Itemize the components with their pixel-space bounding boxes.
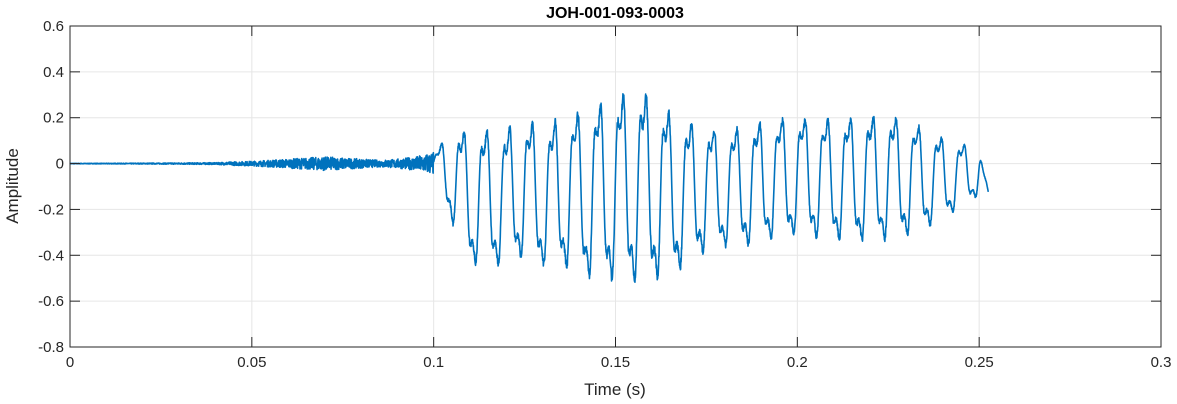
x-tick-label: 0.25: [965, 354, 994, 371]
series-group: [69, 93, 990, 284]
x-tick-label: 0: [66, 354, 74, 371]
y-tick-label: 0.2: [43, 110, 64, 127]
x-tick-label: 0.1: [423, 354, 444, 371]
y-tick-label: -0.6: [38, 293, 64, 310]
x-tick-label: 0.3: [1151, 354, 1172, 371]
x-tick-label: 0.2: [787, 354, 808, 371]
x-axis-label: Time (s): [584, 380, 646, 399]
x-tick-label: 0.15: [601, 354, 630, 371]
y-tick-label: 0.6: [43, 18, 64, 35]
y-tick-label: -0.2: [38, 201, 64, 218]
waveform-series-line: [69, 93, 990, 284]
y-tick-label: 0.4: [43, 64, 64, 81]
y-tick-label: 0: [56, 156, 64, 173]
chart-title: JOH-001-093-0003: [546, 5, 684, 22]
tick-marks: [69, 25, 1162, 348]
y-axis-label: Amplitude: [3, 148, 22, 224]
y-tick-label: -0.4: [38, 247, 64, 264]
x-tick-label: 0.05: [237, 354, 266, 371]
tick-labels: 0 0.05 0.1 0.15 0.2 0.25 0.3 -0.8 -0.6 -0.4 -0.2 0 0…: [38, 18, 1171, 371]
y-tick-label: -0.8: [38, 339, 64, 356]
